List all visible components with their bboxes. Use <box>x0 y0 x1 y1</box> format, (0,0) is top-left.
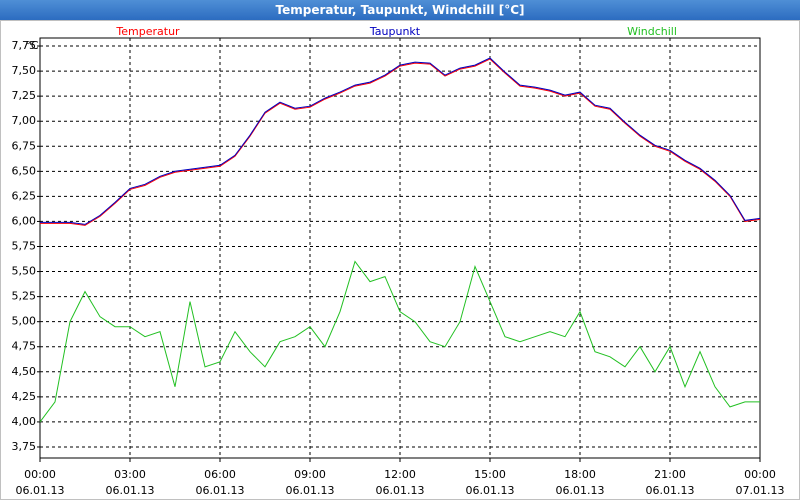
x-tick-label: 09:00 <box>294 468 326 481</box>
x-tick-label: 06:00 <box>204 468 236 481</box>
y-tick-label: 3,75 <box>12 440 37 453</box>
x-tick-label: 18:00 <box>564 468 596 481</box>
x-tick-date: 06.01.13 <box>286 484 335 497</box>
x-tick-label: 15:00 <box>474 468 506 481</box>
x-tick-date: 06.01.13 <box>106 484 155 497</box>
legend-label: Windchill <box>627 25 677 38</box>
y-tick-label: 6,50 <box>12 164 37 177</box>
y-tick-label: 5,75 <box>12 239 37 252</box>
y-tick-label: 5,00 <box>12 315 37 328</box>
x-tick-date: 06.01.13 <box>16 484 65 497</box>
x-tick-label: 12:00 <box>384 468 416 481</box>
x-tick-label: 00:00 <box>744 468 776 481</box>
x-tick-label: 00:00 <box>24 468 56 481</box>
y-axis-unit: °C <box>25 39 39 52</box>
series-line <box>40 58 761 226</box>
y-tick-label: 6,00 <box>12 214 37 227</box>
x-tick-date: 06.01.13 <box>466 484 515 497</box>
legend-label: Taupunkt <box>369 25 421 38</box>
y-tick-label: 6,25 <box>12 189 37 202</box>
x-tick-date: 06.01.13 <box>556 484 605 497</box>
x-tick-date: 06.01.13 <box>196 484 245 497</box>
y-tick-label: 4,25 <box>12 390 37 403</box>
y-tick-label: 6,75 <box>12 139 37 152</box>
y-tick-label: 7,00 <box>12 114 37 127</box>
x-tick-date: 07.01.13 <box>736 484 785 497</box>
y-tick-label: 7,50 <box>12 64 37 77</box>
x-tick-label: 21:00 <box>654 468 686 481</box>
y-tick-label: 7,75 <box>12 39 37 52</box>
series-line <box>39 260 760 423</box>
y-tick-label: 5,50 <box>12 265 37 278</box>
x-tick-date: 06.01.13 <box>646 484 695 497</box>
chart: °C 3,75 4,00 4,25 4,50 4,75 5,00 5,25 5,50 5,75 6… <box>0 20 800 500</box>
y-tick-label: 4,00 <box>12 415 37 428</box>
plot-frame <box>39 37 761 459</box>
y-tick-label: 4,50 <box>12 365 37 378</box>
y-tick-label: 5,25 <box>12 290 37 303</box>
series-line <box>40 57 761 225</box>
y-tick-label: 7,25 <box>12 89 37 102</box>
x-tick-label: 03:00 <box>114 468 146 481</box>
window-title: Temperatur, Taupunkt, Windchill [°C] <box>0 0 800 20</box>
y-tick-label: 4,75 <box>12 340 37 353</box>
x-tick-date: 06.01.13 <box>376 484 425 497</box>
legend-label: Temperatur <box>115 25 180 38</box>
